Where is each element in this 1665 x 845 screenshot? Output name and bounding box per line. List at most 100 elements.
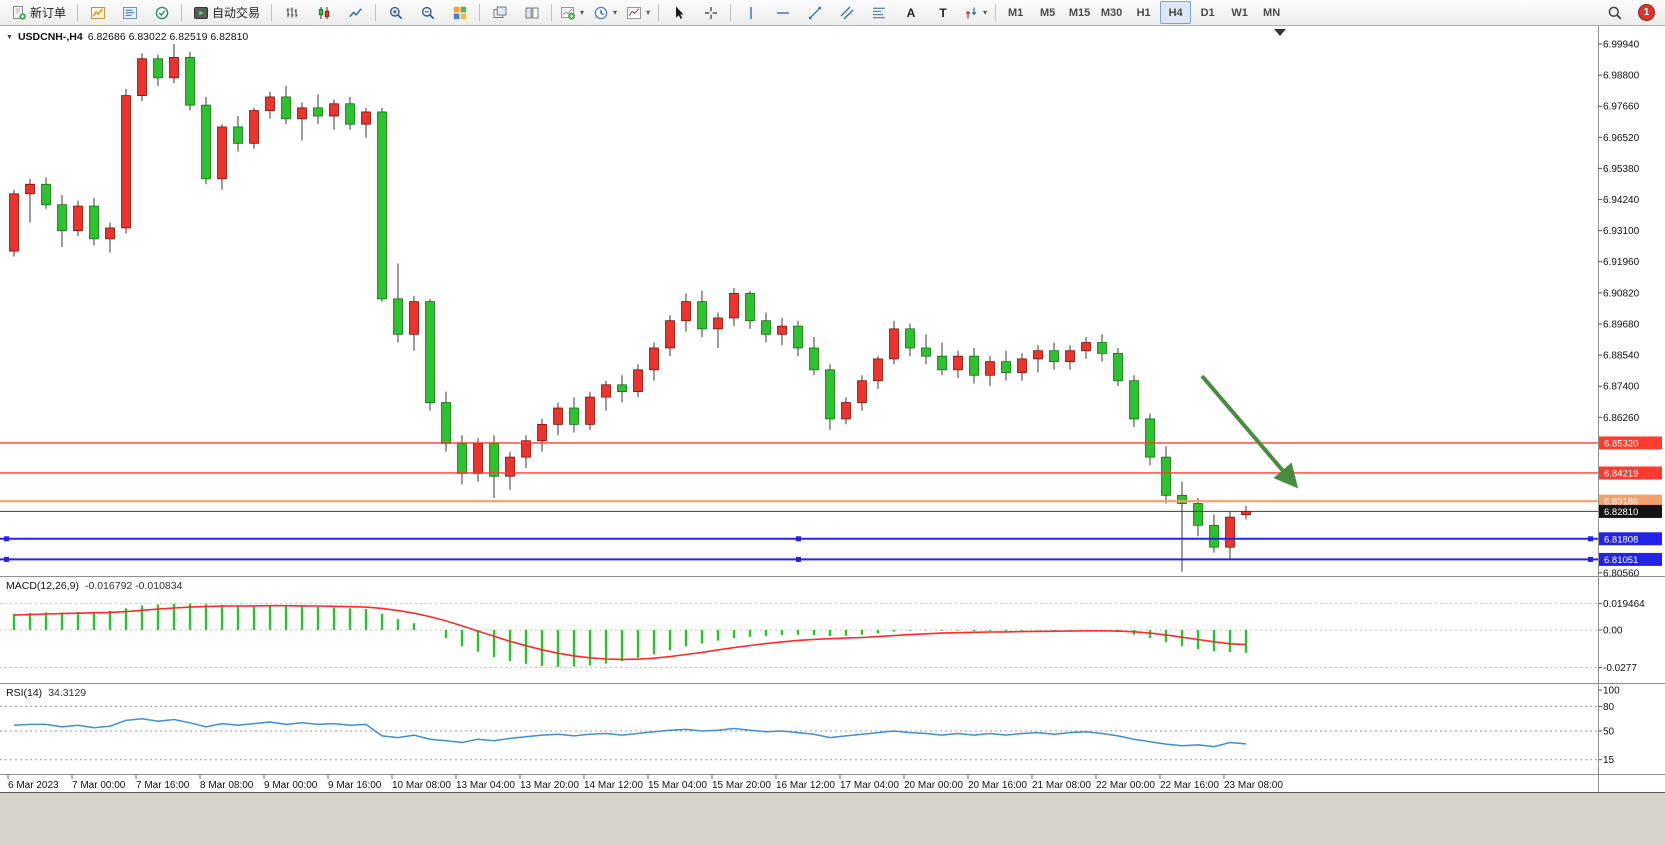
line-handle[interactable]	[4, 536, 9, 542]
candle-body	[105, 227, 115, 240]
dropdown-arrow-icon: ▾	[983, 8, 988, 17]
macd-indicator-header: MACD(12,26,9) -0.016792 -0.010834	[6, 580, 182, 592]
tf-m15-button[interactable]: M15	[1064, 1, 1095, 24]
ohlc-bars-button[interactable]	[276, 1, 307, 24]
new-order-button[interactable]: 新订单	[4, 1, 73, 24]
tile-vertical-icon	[525, 7, 539, 18]
collapse-arrow-icon[interactable]: ▼	[6, 33, 13, 41]
rsi-indicator-header: RSI(14) 34.3129	[6, 687, 86, 699]
candle-body	[729, 293, 739, 319]
rsi-axis-label: 15	[1603, 755, 1615, 766]
autotrading-button[interactable]: 自动交易	[186, 1, 267, 24]
vertical-line-button[interactable]	[735, 1, 766, 24]
line-chart-button[interactable]	[340, 1, 371, 24]
price-level-badge	[1599, 436, 1662, 450]
zoom-in-button[interactable]	[380, 1, 411, 24]
cursor-button[interactable]	[663, 1, 694, 24]
zoom-out-button[interactable]	[412, 1, 443, 24]
candle-body	[57, 204, 67, 232]
toolbar-right-group: 1	[1599, 1, 1661, 24]
trend-arrow-object[interactable]	[1200, 374, 1299, 489]
candle-body	[873, 358, 883, 382]
tile-vertical-button[interactable]	[516, 1, 547, 24]
trendline-button[interactable]	[799, 1, 830, 24]
candle-body	[777, 325, 787, 335]
tf-h1-button[interactable]: H1	[1128, 1, 1159, 24]
rsi-axis-label: 100	[1603, 686, 1620, 697]
toolbar-separator	[995, 4, 997, 21]
candle-body	[1033, 350, 1043, 360]
macd-indicator-name: MACD(12,26,9)	[6, 580, 79, 592]
candlestick-button[interactable]	[308, 1, 339, 24]
toolbar-separator	[658, 4, 660, 21]
candle-body	[569, 407, 579, 425]
candle-body	[697, 301, 707, 330]
candle-body	[1209, 524, 1219, 548]
status-strip	[0, 793, 1665, 845]
svg-text:T: T	[939, 6, 947, 20]
search-icon	[1608, 6, 1621, 19]
channel-button[interactable]	[831, 1, 862, 24]
chart-shift-marker[interactable]	[1274, 29, 1286, 36]
candle-body	[1177, 494, 1187, 504]
horizontal-line-button[interactable]	[767, 1, 798, 24]
price-tick-label: 6.91960	[1603, 257, 1640, 268]
search-button[interactable]	[1599, 1, 1630, 24]
indicators-icon	[561, 6, 576, 20]
indicators-button[interactable]: ▾	[556, 1, 588, 24]
charts-button[interactable]	[82, 1, 113, 24]
tf-m30-button-label: M30	[1100, 6, 1123, 19]
dropdown-arrow-icon: ▾	[613, 8, 618, 17]
arrows-button[interactable]: ▾	[959, 1, 991, 24]
line-handle[interactable]	[4, 556, 9, 562]
tf-m5-button[interactable]: M5	[1032, 1, 1063, 24]
fibonacci-icon	[872, 7, 885, 18]
tf-mn-button[interactable]: MN	[1256, 1, 1287, 24]
tf-m5-button-label: M5	[1039, 6, 1056, 19]
price-tick-label: 6.80560	[1603, 568, 1640, 579]
notification-badge[interactable]: 1	[1638, 4, 1655, 21]
crosshair-button[interactable]	[695, 1, 726, 24]
chart-background	[0, 26, 1665, 845]
price-tick-label: 6.96520	[1603, 133, 1640, 144]
price-badge-label: 6.82810	[1604, 507, 1638, 518]
line-handle[interactable]	[1588, 536, 1593, 542]
periods-button[interactable]: ▾	[589, 1, 621, 24]
tf-m30-button[interactable]: M30	[1096, 1, 1127, 24]
candle-body	[89, 205, 99, 240]
symbol-ohlc-values: 6.82686 6.83022 6.82519 6.82810	[87, 31, 249, 43]
macd-signal-line	[13, 604, 1247, 661]
candle-body	[617, 384, 627, 393]
tf-m1-button[interactable]: M1	[1000, 1, 1031, 24]
candle-body	[537, 423, 547, 442]
time-tick-label: 7 Mar 00:00	[72, 780, 126, 791]
candle-body	[1081, 342, 1091, 352]
label-button[interactable]: T	[927, 1, 958, 24]
candle-body	[1001, 361, 1011, 373]
tf-w1-button[interactable]: W1	[1224, 1, 1255, 24]
tf-w1-button-label: W1	[1231, 6, 1248, 19]
trendline-icon	[808, 6, 821, 19]
text-button[interactable]: A	[895, 1, 926, 24]
candle-body	[41, 183, 51, 206]
time-tick-label: 9 Mar 16:00	[328, 780, 382, 791]
candle-body	[169, 56, 179, 79]
market-watch-button[interactable]	[114, 1, 145, 24]
templates-button[interactable]: ▾	[622, 1, 654, 24]
candle-body	[601, 384, 611, 398]
clock-icon	[594, 6, 608, 19]
fibonacci-button[interactable]	[863, 1, 894, 24]
tf-d1-button[interactable]: D1	[1192, 1, 1223, 24]
tf-d1-button-label: D1	[1200, 6, 1215, 19]
data-window-button[interactable]	[146, 1, 177, 24]
line-handle[interactable]	[796, 556, 801, 562]
line-handle[interactable]	[796, 536, 801, 542]
cascade-windows-button[interactable]	[484, 1, 515, 24]
tile-windows-button[interactable]	[444, 1, 475, 24]
tf-h4-button[interactable]: H4	[1160, 1, 1192, 24]
price-level-badge	[1599, 494, 1662, 508]
line-handle[interactable]	[1588, 556, 1593, 562]
time-tick-label: 14 Mar 12:00	[584, 780, 643, 791]
price-badge-label: 6.85320	[1604, 438, 1638, 449]
